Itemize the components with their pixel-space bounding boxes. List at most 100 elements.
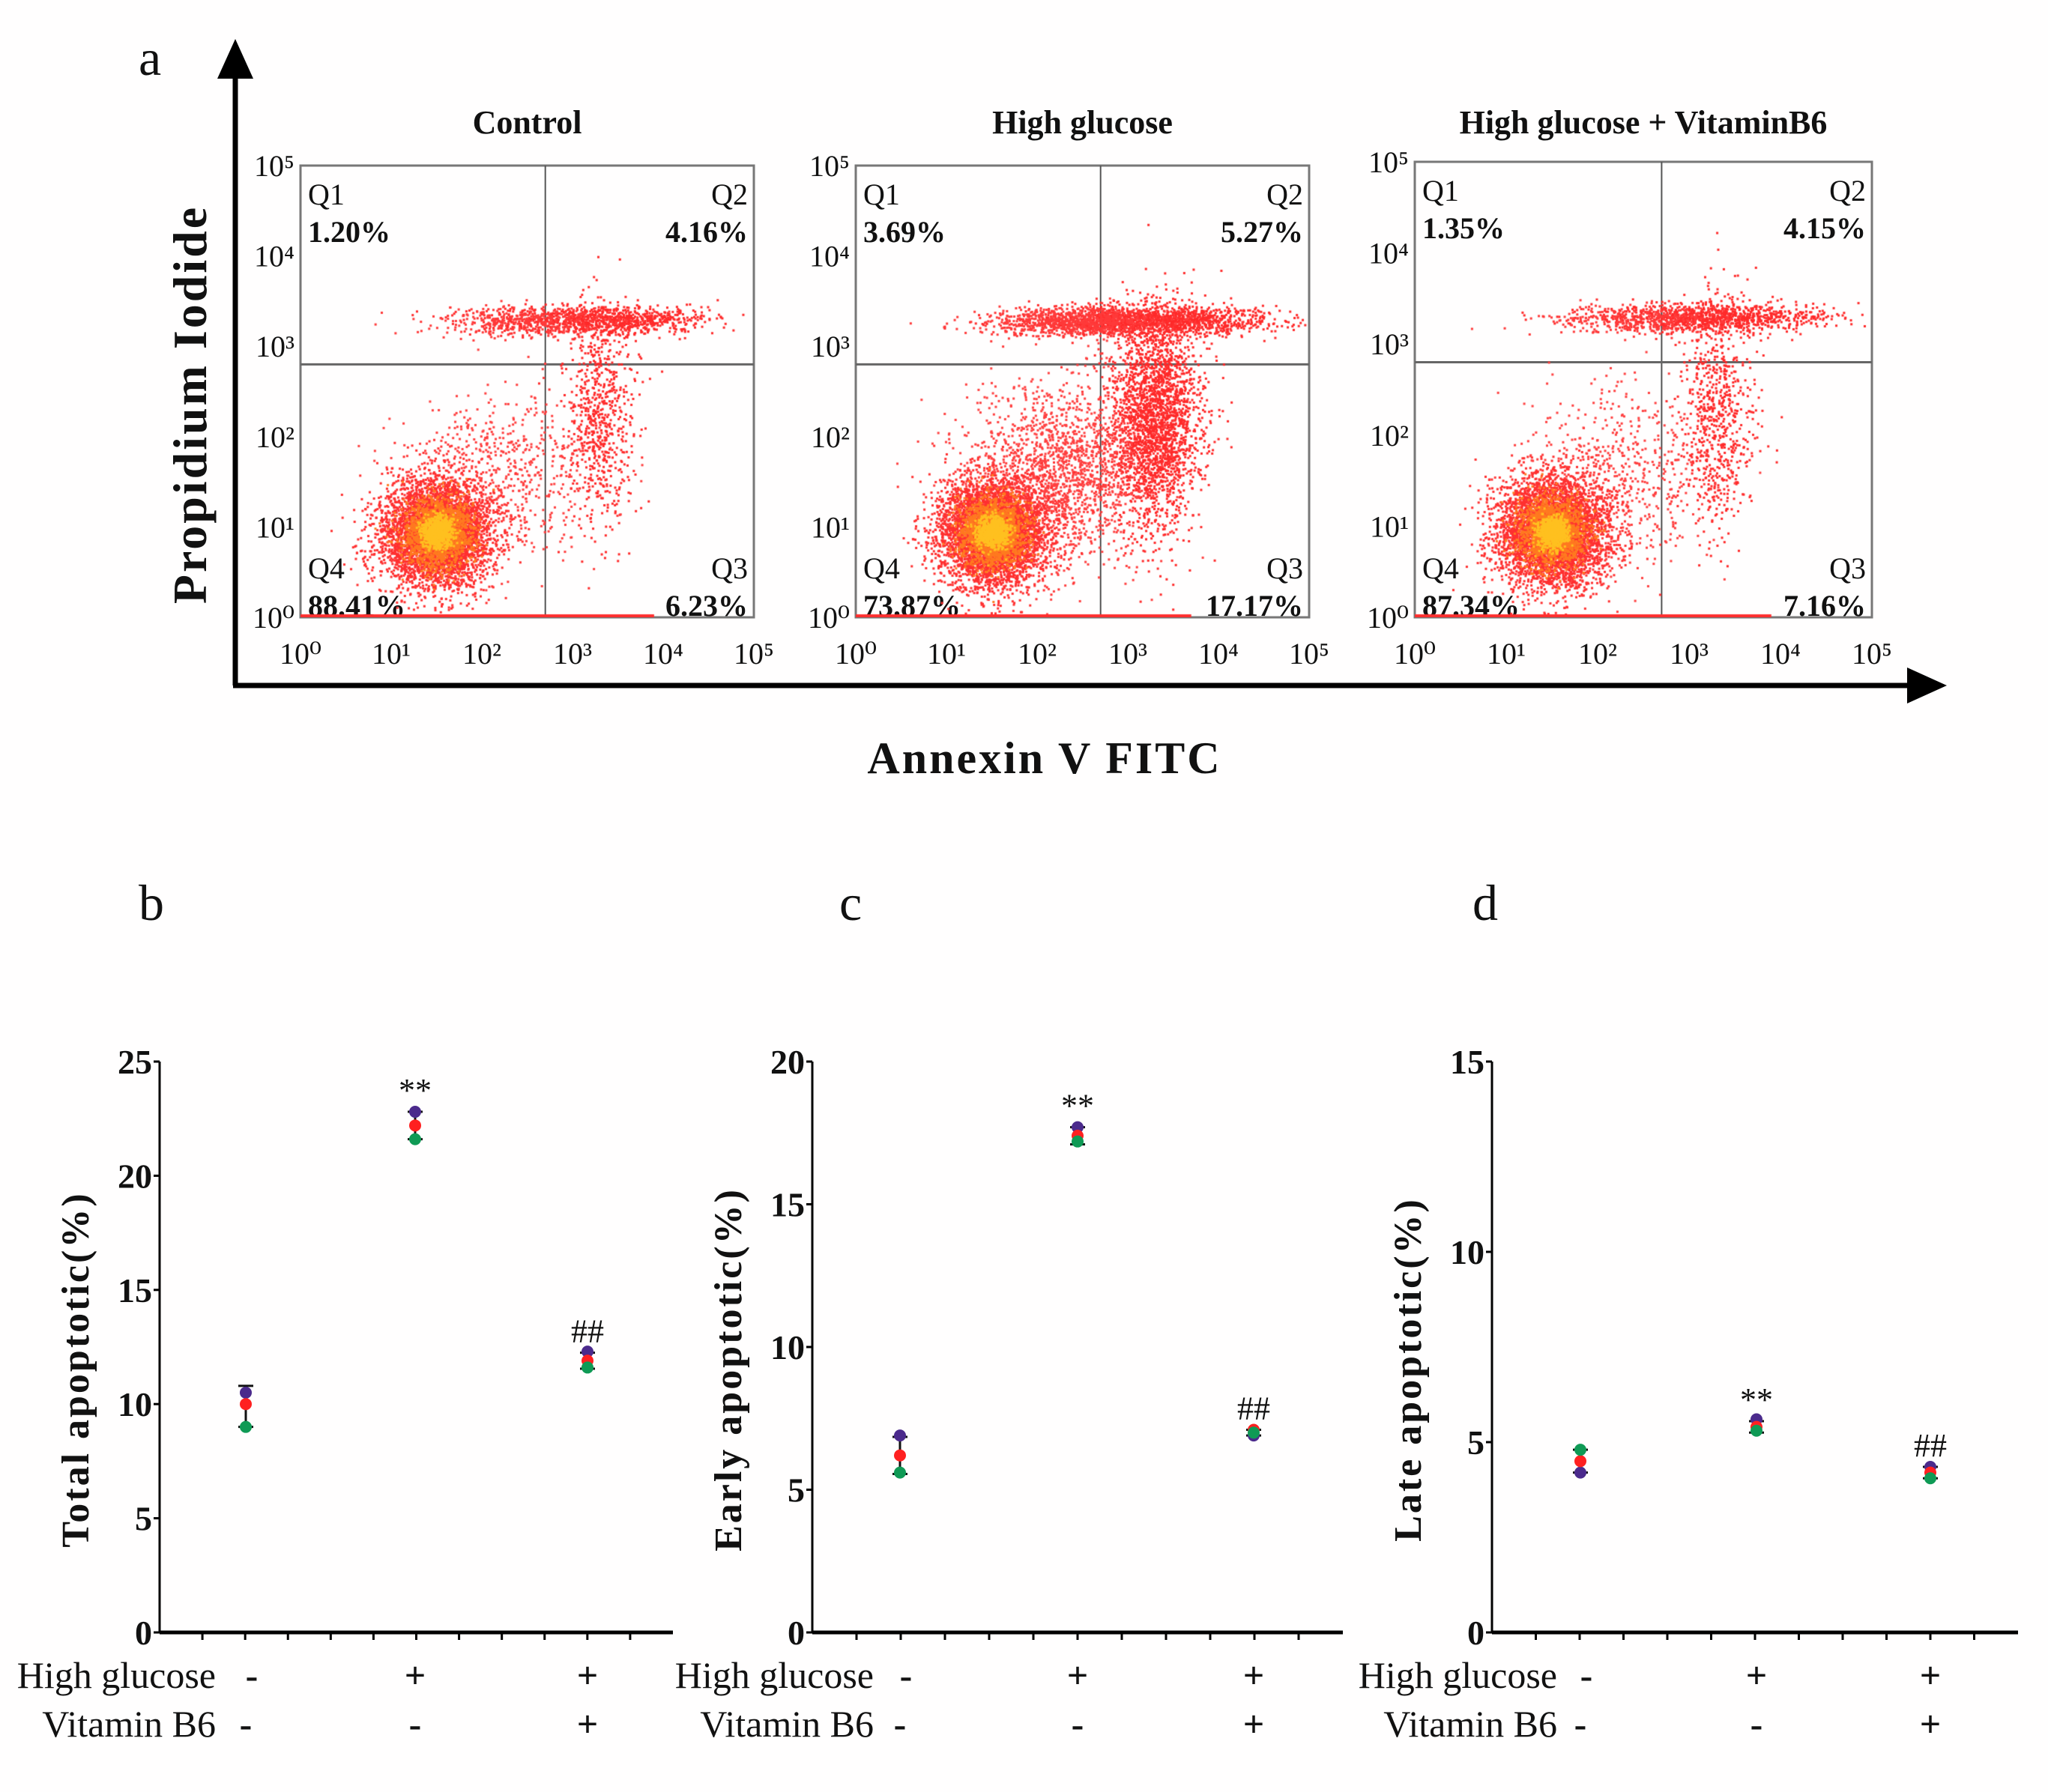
high-glucose-sign: + <box>1067 1654 1089 1696</box>
x-tick-label: 10⁵ <box>1852 637 1892 671</box>
x-tick-label: 10² <box>462 637 501 671</box>
row-label-high-glucose: High glucose <box>17 1654 216 1696</box>
y-tick-label: 5 <box>135 1500 152 1538</box>
flow-plot-title: Control <box>473 104 582 141</box>
data-point <box>1751 1424 1762 1437</box>
data-point <box>409 1133 421 1145</box>
vitamin-b6-sign: - <box>894 1703 907 1745</box>
high-glucose-sign: + <box>1243 1654 1265 1696</box>
data-point <box>582 1361 593 1374</box>
y-axis-label: Total apoptotic(%) <box>55 1191 97 1547</box>
data-point <box>1574 1466 1586 1479</box>
data-point <box>240 1398 252 1411</box>
flow-density-scatter <box>856 166 1309 617</box>
y-tick-label: 10³ <box>256 330 294 363</box>
y-tick-label: 10 <box>770 1328 805 1366</box>
vitamin-b6-sign: - <box>1574 1703 1587 1745</box>
x-tick-label: 10¹ <box>927 637 966 671</box>
data-point <box>240 1420 252 1433</box>
significance-marker: ** <box>399 1072 432 1109</box>
y-tick-label: 20 <box>118 1157 152 1195</box>
y-tick-label: 10⁰ <box>808 601 850 635</box>
x-tick-label: 10³ <box>1108 637 1147 671</box>
y-tick-label: 5 <box>1467 1423 1484 1462</box>
y-tick-label: 15 <box>118 1271 152 1310</box>
y-tick-label: 10³ <box>1370 327 1409 361</box>
y-tick-label: 0 <box>135 1614 152 1652</box>
y-tick-label: 0 <box>1467 1614 1484 1652</box>
y-tick-label: 10 <box>118 1385 152 1423</box>
row-label-high-glucose: High glucose <box>675 1654 874 1696</box>
vitamin-b6-sign: - <box>1072 1703 1084 1745</box>
vitamin-b6-sign: - <box>409 1703 422 1745</box>
vitamin-b6-sign: + <box>1243 1703 1265 1745</box>
flow-density-scatter <box>1415 162 1872 617</box>
data-point <box>894 1429 906 1442</box>
flow-plot-title: High glucose + VitaminB6 <box>1460 104 1828 141</box>
data-point <box>409 1119 421 1132</box>
y-tick-label: 0 <box>788 1614 805 1652</box>
high-glucose-sign: + <box>1746 1654 1768 1696</box>
high-glucose-sign: - <box>246 1654 259 1696</box>
y-tick-label: 10⁵ <box>254 149 294 183</box>
y-tick-label: 10² <box>1370 419 1409 452</box>
data-point <box>240 1386 252 1399</box>
flow-density-scatter <box>300 166 754 617</box>
data-point <box>1072 1121 1084 1133</box>
x-tick-label: 10⁰ <box>1394 637 1436 671</box>
y-axis-label: Early apoptotic(%) <box>707 1187 750 1552</box>
x-tick-label: 10⁰ <box>280 637 321 671</box>
y-tick-label: 10¹ <box>811 510 850 544</box>
y-tick-label: 10⁴ <box>254 240 294 273</box>
flow-plot-title: High glucose <box>992 104 1173 141</box>
y-tick-label: 10⁴ <box>1368 237 1409 270</box>
panel-label-a: a <box>139 29 161 86</box>
x-tick-label: 10⁰ <box>835 637 877 671</box>
data-point <box>1072 1135 1084 1148</box>
y-tick-label: 10² <box>256 420 294 454</box>
vitamin-b6-sign: - <box>240 1703 253 1745</box>
x-tick-label: 10³ <box>1670 637 1709 671</box>
vitamin-b6-sign: + <box>1920 1703 1942 1745</box>
significance-marker: ** <box>1740 1381 1773 1418</box>
significance-marker: ** <box>1061 1088 1094 1124</box>
significance-marker: ## <box>571 1313 604 1350</box>
data-point <box>1574 1444 1586 1456</box>
y-tick-label: 10² <box>811 420 850 454</box>
significance-marker: ## <box>1914 1427 1947 1464</box>
x-tick-label: 10⁴ <box>1198 637 1239 671</box>
y-tick-label: 10¹ <box>256 510 294 544</box>
y-tick-label: 10³ <box>811 330 850 363</box>
x-tick-label: 10³ <box>553 637 592 671</box>
row-label-vitamin-b6: Vitamin B6 <box>42 1703 216 1745</box>
data-point <box>409 1106 421 1119</box>
y-tick-label: 10⁵ <box>809 149 850 183</box>
x-tick-label: 10⁴ <box>1760 637 1801 671</box>
y-tick-label: 10⁵ <box>1368 145 1409 179</box>
arrow-up-icon <box>217 39 253 79</box>
panel-label-b: b <box>139 874 164 931</box>
significance-marker: ## <box>1237 1390 1270 1426</box>
y-tick-label: 25 <box>118 1043 152 1081</box>
y-tick-label: 10 <box>1450 1233 1484 1271</box>
data-point <box>1924 1472 1936 1485</box>
data-point <box>582 1345 593 1358</box>
y-tick-label: 10⁰ <box>1367 601 1409 635</box>
row-label-high-glucose: High glucose <box>1359 1654 1557 1696</box>
arrow-right-icon <box>1907 668 1947 703</box>
x-tick-label: 10¹ <box>1487 637 1526 671</box>
panel-label-d: d <box>1472 874 1498 931</box>
x-tick-label: 10⁵ <box>1289 637 1329 671</box>
data-point <box>894 1449 906 1462</box>
data-point <box>1574 1455 1586 1468</box>
vitamin-b6-sign: + <box>577 1703 599 1745</box>
flow-x-axis-label: Annexin V FITC <box>867 733 1221 783</box>
x-tick-label: 10⁵ <box>734 637 774 671</box>
y-tick-label: 15 <box>1450 1043 1484 1081</box>
row-label-vitamin-b6: Vitamin B6 <box>1383 1703 1557 1745</box>
x-tick-label: 10² <box>1578 637 1617 671</box>
y-tick-label: 15 <box>770 1186 805 1224</box>
y-tick-label: 20 <box>770 1043 805 1081</box>
row-label-vitamin-b6: Vitamin B6 <box>700 1703 874 1745</box>
